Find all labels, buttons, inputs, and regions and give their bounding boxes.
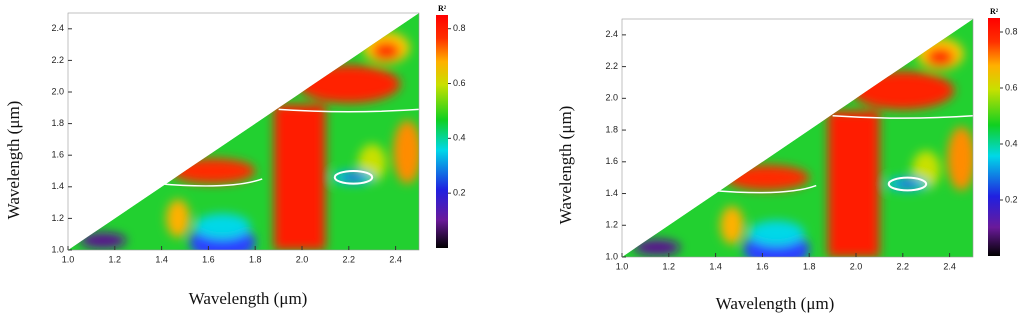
x-tick-label: 2.2: [897, 261, 910, 271]
heatmap-region: [748, 220, 805, 246]
heatmap-region: [297, 65, 401, 104]
colorbar: [988, 18, 1000, 256]
x-tick-label: 1.2: [109, 254, 122, 264]
y-tick-label: 2.2: [51, 55, 64, 65]
colorbar-tick-label: 0.8: [1005, 26, 1018, 36]
x-tick-label: 1.2: [663, 261, 676, 271]
y-tick-label: 1.4: [51, 181, 64, 191]
colorbar-tick-label: 0.6: [453, 78, 466, 88]
colorbar: [436, 15, 448, 248]
heatmap-region: [851, 71, 955, 110]
contour-ring: [832, 115, 973, 119]
heatmap-region: [341, 173, 366, 181]
heatmap-region: [720, 206, 744, 245]
contour-ring: [887, 176, 928, 192]
plot-frame: [621, 18, 974, 258]
y-tick-label: 2.4: [605, 29, 618, 39]
heatmap-region: [79, 232, 127, 249]
heatmap-region: [273, 104, 326, 250]
colorbar-tick-label: 0.6: [1005, 82, 1018, 92]
x-tick-label: 1.0: [62, 254, 75, 264]
colorbar-tick-label: 0.4: [1005, 138, 1018, 148]
x-tick-label: 1.6: [756, 261, 769, 271]
x-tick-label: 2.4: [943, 261, 956, 271]
x-tick-label: 2.2: [343, 254, 356, 264]
y-tick-label: 2.0: [51, 86, 64, 96]
x-axis-label: Wavelength (μm): [189, 289, 308, 308]
heatmap-region: [633, 239, 681, 256]
colorbar-tick-label: 0.2: [1005, 194, 1018, 204]
y-tick-label: 1.0: [51, 244, 64, 254]
y-tick-label: 1.6: [605, 156, 618, 166]
y-tick-label: 1.4: [605, 188, 618, 198]
y-axis-label: Wavelength (μm): [4, 101, 23, 220]
y-tick-label: 1.8: [51, 118, 64, 128]
x-tick-label: 1.0: [616, 261, 629, 271]
heatmap-region: [724, 164, 810, 191]
x-tick-label: 2.0: [850, 261, 863, 271]
contour-ring: [710, 184, 817, 194]
heatmap-region: [827, 111, 880, 257]
colorbar-tick-label: 0.2: [453, 188, 466, 198]
heatmap-region: [926, 47, 955, 67]
heatmap-region: [170, 158, 256, 184]
heatmap-region: [393, 120, 419, 184]
heatmap-region: [166, 199, 190, 238]
heatmap-regions: [633, 38, 973, 257]
x-tick-label: 1.8: [249, 254, 262, 264]
x-tick-label: 1.6: [202, 254, 215, 264]
y-tick-label: 1.6: [51, 150, 64, 160]
heatmap: [622, 19, 973, 257]
x-tick-label: 1.4: [155, 254, 168, 264]
heatmap-base: [622, 19, 973, 257]
x-axis-label: Wavelength (μm): [716, 294, 835, 313]
contour-ring: [333, 170, 374, 185]
y-tick-label: 1.2: [51, 213, 64, 223]
y-tick-label: 1.8: [605, 124, 618, 134]
heatmap-region: [947, 126, 973, 191]
x-tick-label: 1.4: [709, 261, 722, 271]
x-tick-label: 2.0: [296, 254, 309, 264]
heatmap: [68, 13, 419, 250]
colorbar-title: R²: [438, 4, 447, 13]
y-tick-label: 1.0: [605, 251, 618, 261]
y-tick-label: 1.2: [605, 220, 618, 230]
contour-ring: [278, 108, 419, 113]
y-tick-label: 2.0: [605, 93, 618, 103]
heatmap-region: [194, 213, 251, 239]
x-tick-label: 2.4: [389, 254, 402, 264]
colorbar-tick-label: 0.8: [453, 23, 466, 33]
colorbar-tick-label: 0.4: [453, 133, 466, 143]
y-tick-label: 2.2: [605, 61, 618, 71]
chart-panel: 1.0 1.2 1.4 1.6 1.8 2.0 2.2 2.4 1.0 1.2 1.4 1.6 1.8 2…: [4, 4, 466, 308]
heatmap-region: [372, 41, 401, 61]
heatmap-region: [895, 180, 920, 188]
colorbar-title: R²: [990, 7, 999, 16]
chart-panel: 1.0 1.2 1.4 1.6 1.8 2.0 2.2 2.4 1.0 1.2 1.4 1.6 1.8 2…: [556, 7, 1018, 313]
y-tick-label: 2.4: [51, 23, 64, 33]
contour-ring: [156, 178, 263, 187]
y-axis-label: Wavelength (μm): [556, 106, 575, 225]
plot-frame: [67, 12, 420, 251]
x-tick-label: 1.8: [803, 261, 816, 271]
